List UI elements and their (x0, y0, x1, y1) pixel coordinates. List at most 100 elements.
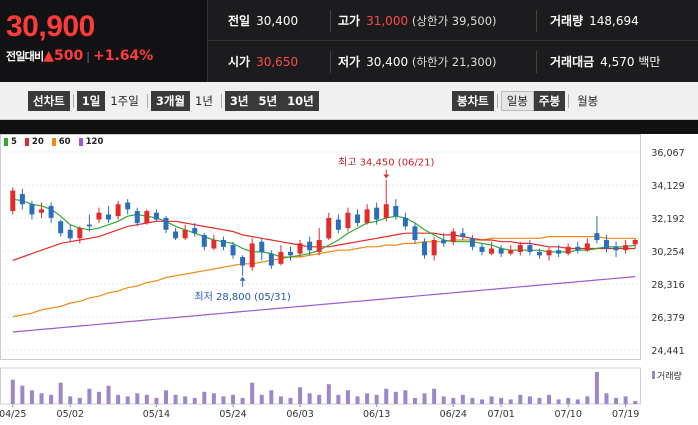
low-annotation: 최저 28,800 (05/31) (194, 291, 290, 303)
volume-bar (96, 391, 101, 404)
candle-body (77, 228, 83, 239)
turnover: 거래대금 4,570 백만 (550, 53, 660, 70)
candle (546, 246, 552, 261)
candle (115, 200, 121, 220)
candle-body (422, 241, 428, 256)
volume-bar (336, 394, 341, 404)
volume-bar (345, 390, 350, 404)
candle-body (48, 205, 54, 218)
candle (508, 245, 514, 256)
candle (613, 241, 619, 258)
candle (240, 255, 246, 276)
candle (230, 241, 236, 259)
candle (498, 245, 504, 258)
divider (496, 94, 498, 108)
volume-bar (365, 393, 370, 404)
change-percent: +1.64% (93, 48, 154, 64)
period-tab-1w[interactable]: 1주일 (110, 94, 139, 108)
candle-body (259, 241, 265, 252)
candle (623, 239, 629, 254)
candle-body (335, 219, 341, 230)
period-tab-5y[interactable]: 5년 (253, 91, 283, 111)
legend-ma20-label: 20 (31, 137, 44, 147)
candle-tab-monthly[interactable]: 월봉 (577, 94, 599, 108)
candle (58, 219, 64, 237)
period-tab-3m[interactable]: 3개월 (150, 91, 190, 111)
ma-line-ma5 (12, 198, 636, 258)
legend-ma5-label: 5 (11, 137, 17, 147)
candle (431, 236, 437, 261)
candle-body (584, 243, 590, 251)
volume-bar (39, 393, 44, 404)
candle-body (469, 238, 475, 247)
volume-bar (441, 396, 446, 404)
candle (584, 238, 590, 252)
volume-bar (183, 396, 188, 404)
high-value: 31,000 (366, 14, 409, 28)
y-tick-label: 34,129 (651, 181, 684, 192)
legend-ma120-label: 120 (85, 137, 104, 147)
turnover-label: 거래대금 (550, 55, 595, 69)
candle-body (182, 229, 188, 239)
volume-bar (432, 388, 437, 404)
candle (536, 248, 542, 259)
legend-ma60: 60 (51, 137, 71, 147)
candle-tab-weekly[interactable]: 주봉 (533, 91, 566, 111)
volume-bar (269, 390, 274, 404)
volume-bar (240, 397, 245, 404)
volume-bar (154, 397, 159, 404)
volume-bar (594, 372, 599, 404)
candle-body (556, 250, 562, 254)
volume-bar (20, 385, 25, 404)
candle-body (355, 214, 361, 223)
period-tab-3y[interactable]: 3년 (224, 91, 254, 111)
period-tab-1y[interactable]: 1년 (195, 94, 213, 108)
volume-bar (604, 393, 609, 404)
open-value: 30,650 (256, 55, 299, 69)
candle-chart-button[interactable]: 봉차트 (452, 91, 494, 111)
candle-body (326, 217, 332, 239)
x-tick-label: 07/01 (487, 409, 514, 420)
candle-body (163, 217, 169, 230)
volume-bar (508, 399, 513, 404)
volume-bar (211, 393, 216, 404)
x-tick-label: 05/14 (143, 409, 170, 420)
period-tab-10y[interactable]: 10년 (282, 91, 319, 111)
period-tab-1d[interactable]: 1일 (76, 91, 106, 111)
low-value: 30,400 (366, 55, 409, 69)
volume-bar (307, 393, 312, 404)
candle-body (489, 248, 495, 254)
legend-ma120: 120 (78, 137, 104, 147)
candle-body (39, 209, 45, 213)
change-divider: | (86, 50, 90, 63)
candle (134, 207, 140, 227)
candle (39, 202, 45, 218)
volume-bar (451, 397, 456, 404)
chart-header-band (0, 120, 698, 134)
volume-bar (29, 390, 34, 404)
price-chart[interactable]: 36,067 34,129 32,192 30,254 28,316 26,379 24,4… (0, 134, 698, 425)
candle-body (575, 246, 581, 251)
candle (565, 243, 571, 256)
legend-ma20: 20 (24, 137, 44, 147)
volume-bar (585, 396, 590, 404)
candle-body (67, 229, 73, 239)
volume-bar (278, 396, 283, 404)
volume-bar (192, 397, 197, 404)
candle (335, 214, 341, 234)
ma-line-ma60 (12, 235, 636, 318)
volume-bar (460, 394, 465, 404)
line-chart-button[interactable]: 선차트 (28, 91, 70, 111)
candle (556, 245, 562, 258)
volume-bar (412, 397, 417, 404)
candle-body (431, 239, 437, 256)
candle-body (508, 250, 514, 254)
volume-bar (393, 391, 398, 404)
candle (278, 245, 284, 266)
candle-body (19, 194, 25, 205)
candle (489, 241, 495, 256)
candle-tab-daily[interactable]: 일봉 (500, 91, 534, 111)
candle (441, 233, 447, 247)
low-label: 저가 (338, 55, 361, 69)
volume-bar (221, 396, 226, 404)
